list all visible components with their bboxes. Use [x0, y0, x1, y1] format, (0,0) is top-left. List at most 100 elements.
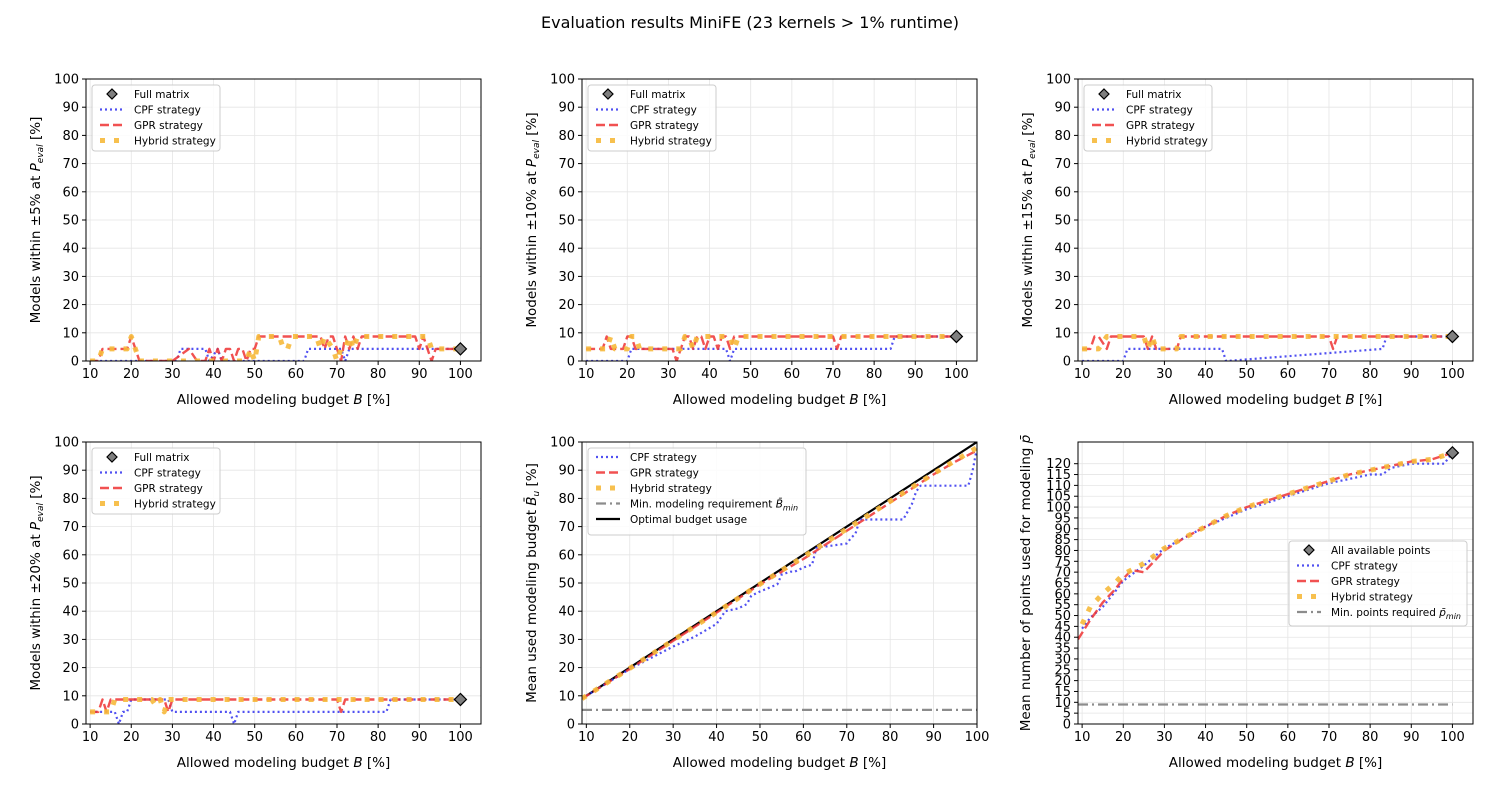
series-marker-point [1445, 329, 1460, 344]
series-gpr-line [1078, 451, 1453, 641]
y-tick-label: 80 [62, 129, 79, 144]
y-tick-label: 0 [567, 355, 575, 370]
y-tick-label: 100 [1046, 501, 1071, 516]
legend-box [1083, 84, 1213, 152]
legend-marker-icon [106, 451, 118, 463]
y-tick-label: 20 [558, 661, 575, 676]
y-tick-label: 10 [62, 689, 79, 704]
y-tick-label: 70 [1054, 157, 1071, 172]
x-tick-label: 50 [1238, 367, 1255, 382]
chart-panel-6: 10 20 30 40 50 60 70 80 90 1000510152025303540455… [1018, 435, 1474, 771]
x-tick-label: 100 [448, 367, 473, 382]
y-tick-label: 100 [1046, 73, 1071, 88]
y-tick-label: 100 [54, 436, 79, 451]
x-tick-label: 70 [839, 730, 856, 745]
y-tick-label: 60 [62, 548, 79, 563]
x-tick-label: 40 [1197, 730, 1214, 745]
y-tick-label: 60 [1054, 587, 1071, 602]
x-tick-label: 50 [752, 730, 769, 745]
legend: Full matrix CPF strategy GPR strategy Hybri… [91, 84, 221, 152]
y-tick-label: 40 [1054, 631, 1071, 646]
legend-entry-label: Full matrix [1126, 89, 1182, 101]
y-tick-label: 20 [62, 298, 79, 313]
legend-marker-icon [602, 88, 614, 100]
legend-entry-label: Min. modeling requirement B̄min [630, 498, 798, 513]
legend-entry-label: Hybrid strategy [134, 136, 216, 148]
series-cpf-line [1081, 452, 1454, 630]
x-tick-label: 10 [82, 730, 99, 745]
y-axis-label: Models within ±15% at Peval [%] [1020, 112, 1038, 327]
x-axis-label: Allowed modeling budget B [%] [673, 755, 886, 771]
y-tick-label: 10 [62, 326, 79, 341]
legend-box [1288, 540, 1468, 627]
y-tick-label: 30 [1054, 270, 1071, 285]
y-tick-label: 40 [558, 605, 575, 620]
x-tick-label: 30 [1156, 730, 1173, 745]
y-tick-label: 30 [558, 270, 575, 285]
y-tick-label: 80 [1054, 544, 1071, 559]
y-tick-label: 80 [1054, 129, 1071, 144]
legend-entry-label: GPR strategy [134, 483, 203, 495]
x-axis-label: Allowed modeling budget B [%] [1169, 755, 1382, 771]
legend-entry-label: GPR strategy [630, 468, 699, 480]
x-tick-label: 20 [123, 367, 140, 382]
legend-marker-icon [1303, 544, 1315, 556]
legend-entry-label: Hybrid strategy [630, 136, 712, 148]
legend-box [91, 447, 221, 515]
y-tick-label: 40 [1054, 242, 1071, 257]
legend-entry-label: CPF strategy [134, 105, 201, 117]
x-tick-label: 10 [578, 730, 595, 745]
x-tick-label: 60 [288, 367, 305, 382]
legend-entry-label: Full matrix [134, 452, 190, 464]
y-tick-label: 90 [62, 464, 79, 479]
legend: CPF strategy GPR strategy Hybrid strategy M… [587, 447, 807, 536]
chart-panel-2: 10 20 30 40 50 60 70 80 90 1000102030405060708090… [524, 73, 978, 408]
y-tick-label: 0 [71, 355, 79, 370]
legend-marker-icon [1098, 88, 1110, 100]
chart-panel-1: 10 20 30 40 50 60 70 80 90 1000102030405060708090… [28, 73, 482, 408]
y-tick-label: 15 [1054, 685, 1071, 700]
y-tick-label: 60 [62, 185, 79, 200]
figure-title: Evaluation results MiniFE (23 kernels > … [540, 13, 959, 32]
y-tick-label: 70 [1054, 566, 1071, 581]
y-tick-label: 45 [1054, 620, 1071, 635]
x-tick-label: 10 [82, 367, 99, 382]
y-axis-label: Models within ±5% at Peval [%] [28, 117, 46, 324]
y-tick-label: 50 [1054, 214, 1071, 229]
legend: Full matrix CPF strategy GPR strategy Hybri… [1083, 84, 1213, 152]
series-gpr-line [90, 698, 461, 714]
x-tick-label: 80 [882, 730, 899, 745]
y-tick-label: 100 [550, 436, 575, 451]
legend-entry-label: Full matrix [134, 89, 190, 101]
x-tick-label: 20 [1115, 367, 1132, 382]
x-tick-label: 10 [1074, 730, 1091, 745]
x-tick-label: 50 [1238, 730, 1255, 745]
x-tick-label: 100 [1440, 367, 1465, 382]
y-tick-label: 30 [1054, 652, 1071, 667]
x-tick-label: 30 [665, 730, 682, 745]
x-tick-label: 90 [1403, 730, 1420, 745]
series-cpf-line [90, 698, 461, 724]
x-tick-label: 10 [578, 367, 595, 382]
x-tick-label: 70 [329, 367, 346, 382]
x-tick-label: 100 [1440, 730, 1465, 745]
y-tick-label: 60 [1054, 185, 1071, 200]
y-tick-label: 70 [62, 520, 79, 535]
legend-entry-label: GPR strategy [1331, 576, 1400, 588]
x-axis-label: Allowed modeling budget B [%] [673, 392, 886, 408]
x-tick-label: 20 [619, 367, 636, 382]
x-tick-label: 70 [1321, 367, 1338, 382]
y-tick-label: 40 [558, 242, 575, 257]
x-tick-label: 90 [411, 730, 428, 745]
x-tick-label: 40 [701, 367, 718, 382]
x-tick-label: 30 [164, 367, 181, 382]
y-tick-label: 100 [54, 73, 79, 88]
y-tick-label: 70 [558, 520, 575, 535]
legend-entry-label: GPR strategy [1126, 120, 1195, 132]
legend-entry-label: All available points [1331, 545, 1430, 557]
legend-marker-icon [106, 88, 118, 100]
y-tick-label: 30 [558, 633, 575, 648]
series-gpr-line [1082, 335, 1453, 351]
legend: Full matrix CPF strategy GPR strategy Hybri… [587, 84, 717, 152]
y-tick-label: 20 [1054, 298, 1071, 313]
